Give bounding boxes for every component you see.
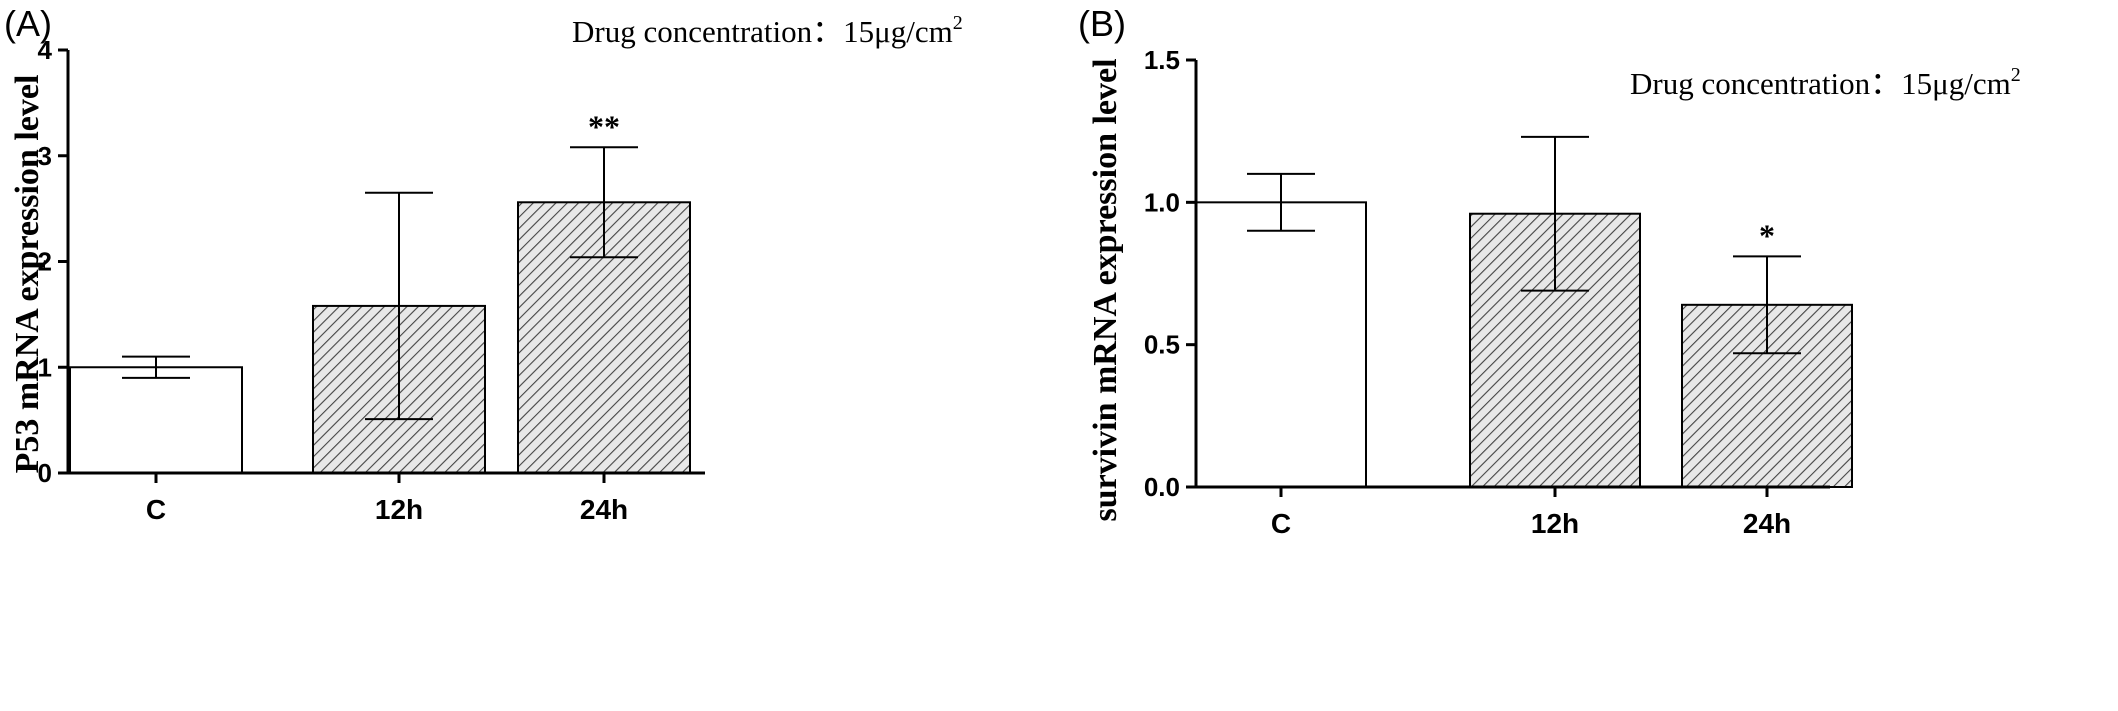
y-tick-label: 2	[38, 247, 52, 277]
bars-b: *	[1195, 135, 1853, 488]
y-tick-label: 0.5	[1144, 330, 1180, 360]
x-tick-labels-a: C 12h 24h	[146, 494, 628, 525]
panel-label-b: (B)	[1078, 3, 1126, 44]
x-tick-labels-b: C 12h 24h	[1271, 508, 1791, 539]
y-axis-label-a: P53 mRNA expression level	[9, 75, 46, 474]
panel-label-a: (A)	[4, 3, 52, 44]
x-tick-label-24h: 24h	[1743, 508, 1791, 539]
axes-b	[1194, 60, 1830, 497]
bars-a: **	[69, 108, 691, 475]
axes-a	[66, 50, 705, 483]
y-tick-label: 1.5	[1144, 45, 1180, 75]
bar-C	[1195, 201, 1367, 488]
x-tick-label-12h: 12h	[375, 494, 423, 525]
y-ticks-b: 0.0 0.5 1.0 1.5	[1144, 45, 1196, 502]
y-tick-label: 1.0	[1144, 187, 1180, 217]
y-tick-label: 0.0	[1144, 472, 1180, 502]
y-tick-label: 0	[38, 458, 52, 488]
chart-panel-a: (A) Drug concentration：15μg/cm2 P53 mRNA…	[4, 3, 963, 525]
chart-panel-b: (B) Drug concentration：15μg/cm2 survivin…	[1078, 3, 2021, 539]
significance-mark-24h: *	[1759, 217, 1775, 253]
x-tick-label-C: C	[1271, 508, 1291, 539]
y-tick-label: 4	[38, 35, 53, 65]
y-axis-label-b: survivin mRNA expression level	[1087, 58, 1124, 521]
drug-concentration-note-a: Drug concentration：15μg/cm2	[572, 12, 963, 49]
bar-C	[69, 366, 243, 474]
drug-concentration-note-b: Drug concentration：15μg/cm2	[1630, 64, 2021, 101]
y-tick-label: 1	[38, 352, 52, 382]
significance-mark-24h: **	[588, 108, 620, 144]
y-tick-label: 3	[38, 141, 52, 171]
x-tick-label-12h: 12h	[1531, 508, 1579, 539]
x-tick-label-C: C	[146, 494, 166, 525]
y-ticks-a: 0 1 2 3 4	[38, 35, 68, 488]
x-tick-label-24h: 24h	[580, 494, 628, 525]
